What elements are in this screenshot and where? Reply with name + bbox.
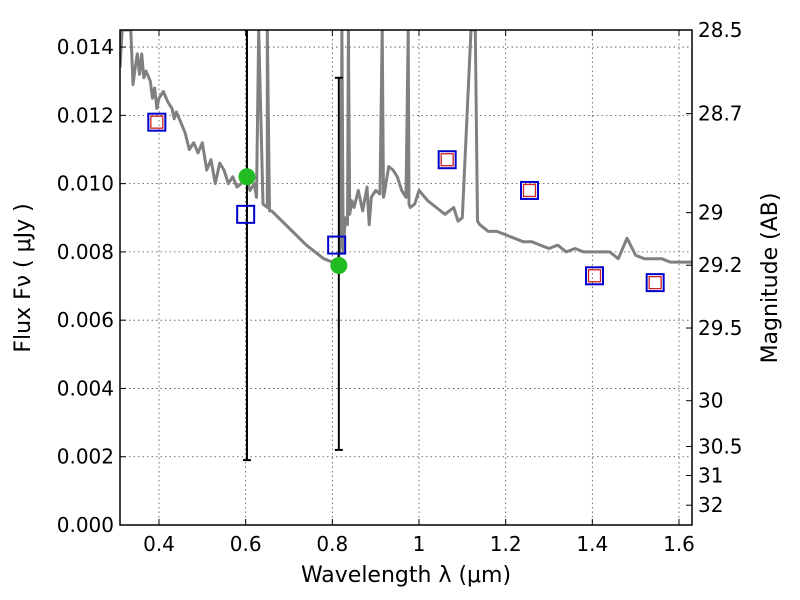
y-tick-label: 0.004 bbox=[57, 376, 114, 400]
model-square-red bbox=[150, 115, 164, 129]
marker-layer bbox=[147, 30, 665, 462]
y-tick-label: 0.014 bbox=[57, 35, 114, 59]
x-tick-label: 0.8 bbox=[316, 532, 348, 556]
y-tick-label: 0.000 bbox=[57, 513, 114, 537]
x-tick-label: 0.6 bbox=[230, 532, 262, 556]
model-square-blue bbox=[236, 204, 256, 224]
y2-tick-label: 29.2 bbox=[698, 253, 743, 277]
y2-tick-label: 28.7 bbox=[698, 102, 743, 126]
model-square-blue bbox=[645, 273, 665, 293]
model-square-blue bbox=[147, 112, 167, 132]
y-tick-label: 0.012 bbox=[57, 103, 114, 127]
y2-tick-label: 32 bbox=[698, 493, 723, 517]
y-tick-label: 0.010 bbox=[57, 172, 114, 196]
y2-tick-label: 29.5 bbox=[698, 316, 743, 340]
sed-model-curve bbox=[120, 30, 692, 268]
observed-point bbox=[330, 257, 348, 275]
tick-layer: 0.4 0.6 0.8 1 1.2 1.4 1.6 0.000 0.002 0.004 0.006 0… bbox=[57, 18, 743, 556]
x-tick-label: 1.4 bbox=[576, 532, 608, 556]
y2-tick-label: 28.5 bbox=[698, 18, 743, 42]
y2-tick-label: 31 bbox=[698, 464, 723, 488]
model-square-blue bbox=[520, 180, 539, 200]
model-square-blue bbox=[437, 150, 457, 170]
x-axis-label: Wavelength λ (μm) bbox=[301, 563, 511, 588]
model-square-red bbox=[648, 275, 662, 290]
plot-frame bbox=[119, 29, 693, 526]
model-square-red bbox=[440, 153, 454, 167]
curve-layer bbox=[120, 30, 692, 268]
x-tick-label: 1.2 bbox=[490, 532, 522, 556]
model-square-blue bbox=[585, 266, 604, 286]
observed-point bbox=[238, 168, 256, 186]
x-tick-label: 0.4 bbox=[143, 532, 175, 556]
x-tick-label: 1.6 bbox=[663, 532, 695, 556]
y2-tick-label: 30 bbox=[698, 389, 723, 413]
x-tick-label: 1 bbox=[413, 532, 426, 556]
y-tick-label: 0.006 bbox=[57, 308, 114, 332]
model-square-blue bbox=[327, 235, 347, 255]
model-square-red bbox=[587, 269, 602, 283]
y-tick-label: 0.008 bbox=[57, 240, 114, 264]
y2-tick-label: 29 bbox=[698, 201, 723, 225]
y2-tick-label: 30.5 bbox=[698, 434, 743, 458]
y-axis-label: Flux Fν ( μJy ) bbox=[11, 203, 36, 352]
y2-axis-label: Magnitude (AB) bbox=[758, 193, 783, 364]
model-square-red bbox=[522, 183, 537, 198]
y-tick-label: 0.002 bbox=[57, 445, 114, 469]
